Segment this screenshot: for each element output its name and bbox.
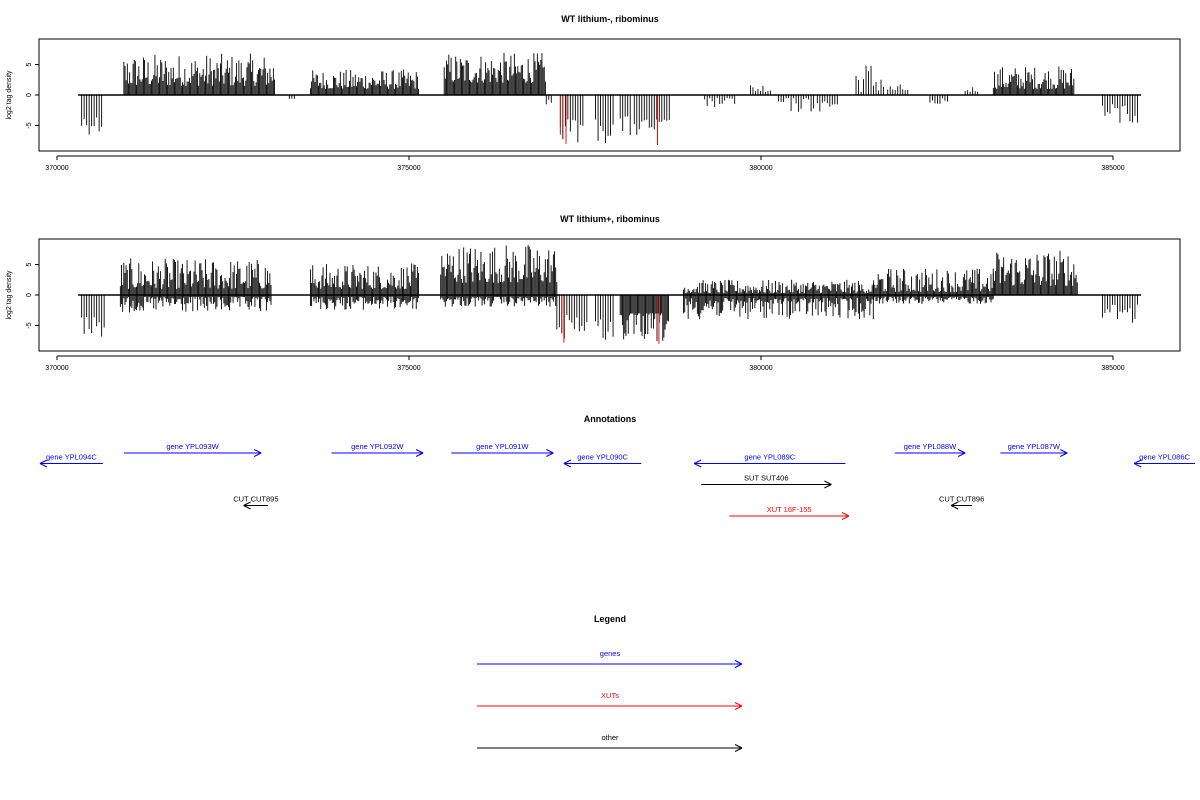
annotation-0: gene YPL094C (39, 453, 103, 468)
legend-arrow-head (734, 663, 743, 668)
annotation-5: gene YPL089C (693, 453, 846, 468)
annotation-arrow-head (563, 463, 572, 468)
annotation-arrow-head (243, 505, 251, 510)
annotation-arrow-head (1133, 463, 1142, 468)
annotation-10: CUT CUT895 (233, 495, 279, 510)
y-axis: -5 0 5 (26, 62, 39, 129)
legend-item-1: XUTs (477, 691, 743, 710)
annotation-arrow-head (824, 480, 832, 485)
y-tick-label: -5 (26, 122, 33, 128)
legend-arrow-head (734, 660, 743, 665)
legend-arrow-head (734, 702, 743, 707)
legend-item-2: other (477, 733, 743, 752)
panel-title: WT lithium-, ribominus (561, 14, 659, 24)
annotation-label: CUT CUT895 (233, 495, 278, 504)
annotation-3: gene YPL091W (451, 442, 554, 457)
annotation-arrow-head (957, 449, 966, 454)
annotation-2: gene YPL092W (331, 442, 424, 457)
annotation-1: gene YPL093W (123, 442, 262, 457)
annotation-arrow-head (693, 463, 702, 468)
track-panel-lithium-minus: WT lithium-, ribominus log2 tag density … (6, 14, 1181, 172)
annotation-12: XUT 16F-155 (729, 505, 850, 520)
annotation-8: gene YPL086C (1133, 453, 1195, 468)
x-tick-label: 375000 (397, 165, 420, 172)
y-axis-label: log2 tag density (6, 70, 13, 120)
track-panel-lithium-plus: WT lithium+, ribominus log2 tag density … (6, 214, 1181, 372)
annotation-arrow-head (546, 449, 554, 454)
annotation-label: gene YPL087W (1008, 442, 1061, 451)
legend-label: genes (600, 649, 621, 658)
y-tick-label: 0 (26, 293, 33, 297)
annotation-label: gene YPL092W (351, 442, 404, 451)
annotation-label: CUT CUT896 (939, 495, 984, 504)
legend-items: genes XUTs other (477, 649, 743, 752)
annotation-label: gene YPL090C (577, 453, 628, 462)
annotation-label: gene YPL091W (476, 442, 529, 451)
x-axis: 370000 375000 380000 385000 (45, 155, 1125, 172)
annotation-label: gene YPL088W (904, 442, 957, 451)
legend-arrow-head (734, 744, 743, 749)
annotation-arrow-head (957, 452, 966, 457)
annotation-label: gene YPL094C (46, 453, 97, 462)
x-axis: 370000 375000 380000 385000 (45, 355, 1125, 372)
annotation-arrow-head (39, 463, 48, 468)
annotation-arrow-head (253, 452, 262, 457)
legend-panel: Legend genes XUTs other (477, 614, 743, 752)
annotation-7: gene YPL087W (1000, 442, 1068, 457)
y-tick-label: -5 (26, 322, 33, 328)
x-tick-label: 385000 (1101, 365, 1124, 372)
legend-arrow-head (734, 705, 743, 710)
annotation-arrow-head (950, 501, 959, 506)
annotation-6: gene YPL088W (894, 442, 966, 457)
y-axis-label: log2 tag density (6, 270, 13, 320)
annotation-label: XUT 16F-155 (767, 505, 812, 514)
annotation-arrow-head (1060, 449, 1068, 454)
x-tick-label: 380000 (749, 165, 772, 172)
annotation-label: gene YPL093W (166, 442, 219, 451)
annotations-title: Annotations (584, 414, 637, 424)
legend-item-0: genes (477, 649, 743, 668)
annotation-arrow-head (253, 449, 262, 454)
annotation-4: gene YPL090C (563, 453, 642, 468)
y-axis: -5 0 5 (26, 262, 39, 329)
annotation-arrow-head (950, 505, 959, 510)
x-tick-label: 375000 (397, 365, 420, 372)
x-tick-label: 370000 (45, 365, 68, 372)
annotation-arrow-head (563, 459, 572, 464)
y-tick-label: 5 (26, 262, 33, 266)
annotation-arrow-head (824, 484, 832, 489)
y-tick-label: 0 (26, 93, 33, 97)
annotation-arrow-head (546, 452, 554, 457)
annotation-arrow-head (841, 515, 850, 520)
annotation-arrow-head (39, 459, 48, 464)
panel-title: WT lithium+, ribominus (560, 214, 660, 224)
legend-title: Legend (594, 614, 626, 624)
annotation-arrow-head (243, 501, 251, 506)
annotation-label: gene YPL089C (744, 453, 795, 462)
annotation-label: SUT SUT406 (744, 474, 788, 483)
annotation-arrow-head (1133, 459, 1142, 464)
legend-label: XUTs (601, 691, 619, 700)
x-tick-label: 385000 (1101, 165, 1124, 172)
annotation-arrow-head (415, 449, 424, 454)
annotation-arrow-head (841, 512, 850, 517)
legend-arrow-head (734, 747, 743, 752)
bar-series (81, 245, 1138, 344)
annotation-arrow-head (415, 452, 424, 457)
x-tick-label: 370000 (45, 165, 68, 172)
annotation-9: SUT SUT406 (701, 474, 832, 489)
annotation-arrow-head (1060, 452, 1068, 457)
bar-series (81, 52, 1138, 146)
annotation-items: gene YPL094C gene YPL093W gene YPL092W gene… (39, 442, 1195, 520)
legend-label: other (601, 733, 619, 742)
x-tick-label: 380000 (749, 365, 772, 372)
y-tick-label: 5 (26, 62, 33, 66)
annotation-11: CUT CUT896 (939, 495, 984, 510)
annotation-arrow-head (693, 459, 702, 464)
annotation-label: gene YPL086C (1139, 453, 1190, 462)
